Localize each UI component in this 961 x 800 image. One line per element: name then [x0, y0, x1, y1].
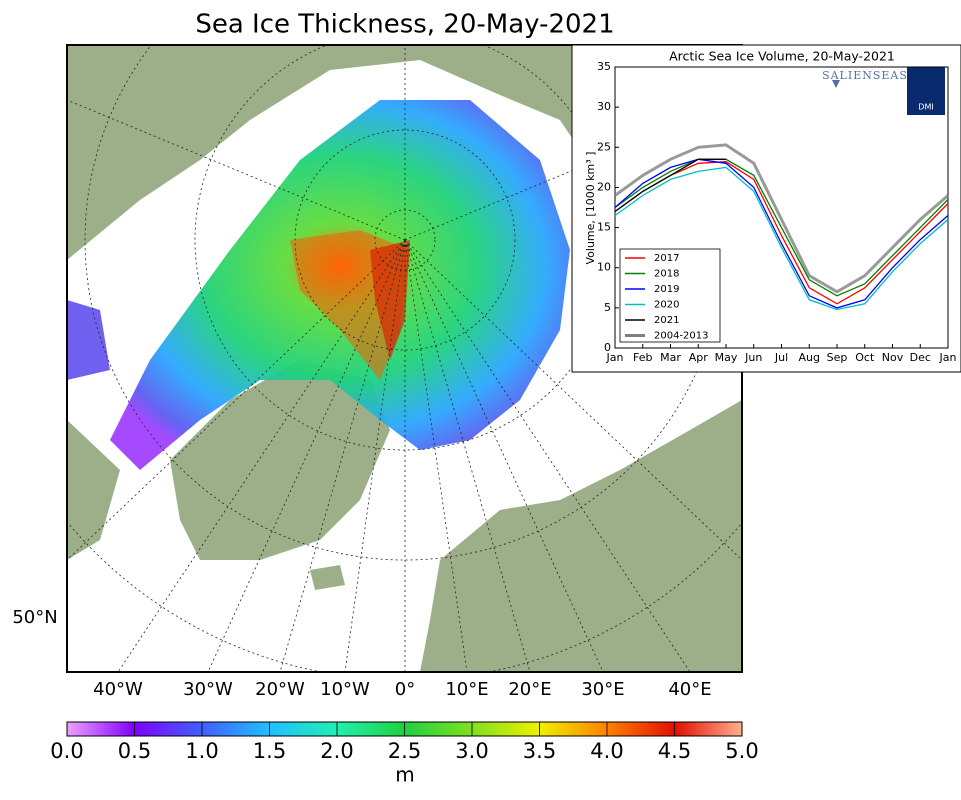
y-tick-label: 10 [597, 261, 611, 274]
lon-label: 40°E [668, 679, 711, 700]
x-tick-label: Nov [882, 351, 904, 364]
lon-label: 20°E [508, 679, 551, 700]
legend [619, 248, 721, 343]
legend-label: 2018 [654, 269, 679, 280]
colorbar-tick-label: 0.0 [50, 739, 83, 763]
y-tick-label: 0 [604, 341, 611, 354]
y-tick-label: 30 [597, 100, 611, 113]
lon-label: 30°W [183, 679, 233, 700]
series-line [614, 166, 949, 311]
lon-label: 10°E [445, 679, 488, 700]
x-tick-label: Apr [689, 351, 709, 364]
thickest-ice [370, 240, 410, 360]
x-tick-label: Feb [633, 351, 652, 364]
colorbar-tick-label: 3.0 [455, 739, 488, 763]
colorbar-tick-label: 2.0 [320, 739, 353, 763]
colorbar-tick-label: 4.0 [590, 739, 623, 763]
legend-label: 2017 [654, 253, 679, 264]
x-tick-label: Jan [606, 351, 624, 364]
series-line [614, 158, 726, 213]
y-tick-label: 20 [597, 180, 611, 193]
x-tick-label: Mar [660, 351, 681, 364]
colorbar-unit: m [395, 763, 414, 787]
series-line [614, 158, 949, 297]
colorbar-tick-label: 4.5 [658, 739, 691, 763]
greenland [170, 360, 390, 560]
legend-label: 2019 [654, 284, 679, 295]
y-tick-label: 5 [604, 301, 611, 314]
y-tick-label: 25 [597, 140, 611, 153]
lon-label: 40°W [93, 679, 143, 700]
x-tick-label: Oct [855, 351, 875, 364]
colorbar-tick-label: 0.5 [118, 739, 151, 763]
x-tick-label: Sep [827, 351, 848, 364]
x-tick-label: Jan [939, 351, 957, 364]
y-tick-label: 15 [597, 221, 611, 234]
series-line [614, 143, 949, 294]
x-tick-label: Jul [774, 351, 788, 364]
lon-label: 30°E [581, 679, 624, 700]
lon-label: 0° [395, 679, 415, 700]
land-west [67, 420, 120, 560]
colorbar-tick-label: 1.5 [253, 739, 286, 763]
ice-west [67, 300, 110, 380]
logo-brand: SALIENSEAS [822, 69, 908, 82]
dmi-logo [907, 67, 945, 115]
lon-label: 20°W [255, 679, 305, 700]
map-title: Sea Ice Thickness, 20-May-2021 [195, 10, 614, 40]
y-axis-label: Volume, [1000 km³ ] [584, 152, 597, 265]
lat-label: 50°N [12, 607, 57, 628]
x-tick-label: Aug [799, 351, 820, 364]
legend-label: 2021 [654, 315, 679, 326]
chart-title: Arctic Sea Ice Volume, 20-May-2021 [669, 49, 895, 64]
colorbar-tick-label: 3.5 [523, 739, 556, 763]
x-tick-label: Jun [744, 351, 762, 364]
lon-label: 10°W [320, 679, 370, 700]
logo-mark [832, 80, 840, 88]
x-tick-label: Dec [910, 351, 931, 364]
legend-label: 2020 [654, 300, 679, 311]
colorbar-tick-label: 2.5 [388, 739, 421, 763]
series-line [614, 158, 949, 309]
logo-org: DMI [918, 103, 933, 112]
x-tick-label: May [715, 351, 738, 364]
colorbar-tick-label: 1.0 [185, 739, 218, 763]
colorbar-tick-label: 5.0 [725, 739, 758, 763]
y-tick-label: 35 [597, 60, 611, 73]
legend-label: 2004-2013 [654, 331, 709, 342]
scandinavia [420, 400, 742, 672]
iceland [310, 565, 345, 590]
